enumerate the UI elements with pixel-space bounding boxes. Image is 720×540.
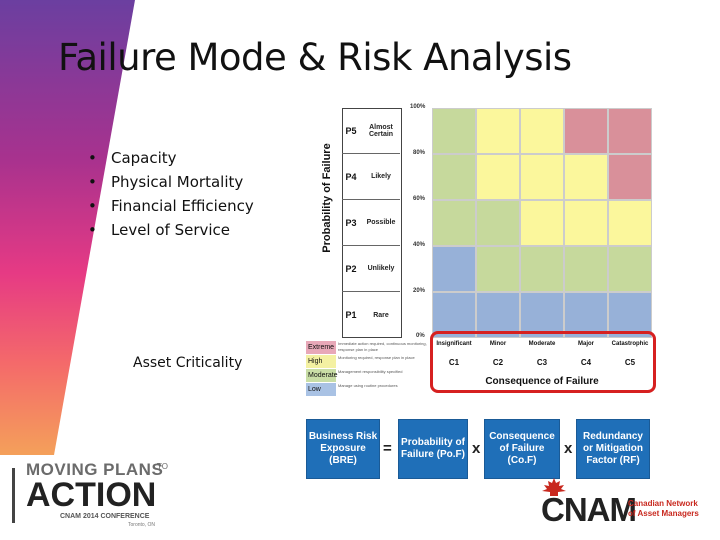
risk-cell-low — [432, 292, 476, 338]
cnam-logo-text: CNAM — [541, 491, 637, 528]
cnam-subtitle-line1: Canadian Network — [628, 499, 698, 508]
risk-cell-moderate — [476, 108, 520, 154]
logo-conference: CNAM 2014 CONFERENCE — [60, 513, 150, 520]
percent-tick: 40% — [413, 242, 426, 248]
asset-criticality-label: Asset Criticality — [133, 355, 243, 371]
risk-cell-low — [520, 292, 564, 338]
cnam-subtitle-line2: of Asset Managers — [628, 509, 699, 518]
risk-scale-desc: Monitoring required, response plan in pl… — [338, 355, 415, 360]
consequence-name: Insignificant — [436, 341, 472, 347]
probability-row-p3: P3 Possible — [342, 200, 400, 246]
risk-cell-extreme — [564, 108, 608, 154]
probability-code: P3 — [345, 217, 357, 228]
formula-rf-box: Redundancy or Mitigation Factor (RF) — [576, 419, 650, 479]
percent-tick: 60% — [413, 196, 426, 202]
consequence-code: C1 — [448, 358, 460, 367]
risk-cell-high — [432, 154, 476, 200]
probability-row-p1: P1 Rare — [342, 292, 400, 338]
risk-cell-extreme — [608, 108, 652, 154]
bullet-physical-mortality: Physical Mortality — [88, 170, 254, 194]
logo-location: Toronto, ON — [128, 522, 155, 528]
formula-cof-box: Consequence of Failure (Co.F) — [484, 419, 560, 479]
consequence-name: Catastrophic — [611, 341, 649, 347]
risk-cell-high — [476, 200, 520, 246]
risk-cell-low — [432, 246, 476, 292]
probability-name: Rare — [373, 311, 389, 319]
slide-title: Failure Mode & Risk Analysis — [58, 36, 572, 79]
risk-scale-desc: Management responsibility specified — [338, 369, 403, 374]
probability-code: P4 — [345, 171, 357, 182]
risk-cell-high — [432, 200, 476, 246]
risk-cell-moderate — [564, 200, 608, 246]
probability-name: Likely — [371, 173, 391, 180]
risk-scale-label: Low — [306, 383, 336, 396]
logo-to: TO — [157, 462, 168, 471]
risk-cell-high — [520, 246, 564, 292]
maple-leaf-icon — [542, 478, 566, 496]
percent-tick: 0% — [416, 333, 425, 339]
risk-scale-desc: Manage using routine procedures — [338, 383, 398, 388]
percent-tick: 20% — [413, 288, 426, 294]
risk-scale-low: Low Manage using routine procedures — [306, 383, 428, 396]
risk-cell-moderate — [608, 200, 652, 246]
probability-row-p5: P5 Almost Certain — [342, 108, 400, 154]
logo-action: ACTION — [26, 476, 157, 514]
consequence-name: Minor — [489, 341, 507, 347]
probability-name: Possible — [366, 219, 396, 226]
risk-cell-low — [476, 292, 520, 338]
risk-scale-moderate: Moderate Management responsibility speci… — [306, 369, 428, 382]
risk-cell-high — [432, 108, 476, 154]
consequence-name: Major — [577, 341, 594, 347]
probability-code: P2 — [345, 263, 357, 274]
probability-code: P5 — [345, 125, 357, 136]
probability-row-p4: P4 Likely — [342, 154, 400, 200]
consequence-highlight-box — [430, 331, 656, 393]
formula-bre-box: Business Risk Exposure (BRE) — [306, 419, 380, 479]
risk-cell-low — [564, 292, 608, 338]
multiply-sign: x — [472, 440, 481, 457]
risk-matrix-grid — [432, 108, 652, 338]
bullet-level-of-service: Level of Service — [88, 218, 254, 242]
consequence-code: C5 — [624, 358, 636, 367]
risk-scale-extreme: Extreme Immediate action required, conti… — [306, 341, 428, 354]
formula-pof-box: Probability of Failure (Po.F) — [398, 419, 468, 479]
equals-sign: = — [383, 440, 392, 457]
bullet-financial-efficiency: Financial Efficiency — [88, 194, 254, 218]
probability-axis-label: Probability of Failure — [321, 143, 333, 253]
risk-cell-moderate — [520, 108, 564, 154]
consequence-code: C2 — [492, 358, 504, 367]
risk-cell-moderate — [476, 154, 520, 200]
risk-cell-high — [608, 246, 652, 292]
percent-tick: 80% — [413, 150, 426, 156]
consequence-axis-label: Consequence of Failure — [485, 376, 599, 387]
probability-frame — [342, 108, 402, 338]
consequence-name: Moderate — [528, 341, 556, 347]
risk-scale-desc: Immediate action required, continuous mo… — [338, 341, 427, 352]
consequence-code: C3 — [536, 358, 548, 367]
risk-scale-label: Extreme — [306, 341, 336, 354]
risk-cell-high — [564, 246, 608, 292]
risk-cell-low — [608, 292, 652, 338]
probability-row-p2: P2 Unlikely — [342, 246, 400, 292]
risk-cell-extreme — [608, 154, 652, 200]
probability-name: Unlikely — [367, 265, 395, 272]
cnam-subtitle: Canadian Network of Asset Managers — [628, 499, 699, 519]
logo-moving-plans: MOVING PLANS — [26, 460, 164, 479]
risk-scale-label: Moderate — [306, 369, 338, 382]
probability-name: Almost Certain — [368, 123, 394, 138]
bullet-capacity: Capacity — [88, 146, 254, 170]
risk-scale-label: High — [306, 355, 336, 368]
risk-cell-moderate — [564, 154, 608, 200]
percent-tick: 100% — [410, 104, 426, 110]
bullet-list: Capacity Physical Mortality Financial Ef… — [88, 146, 254, 242]
logo-bar — [12, 468, 15, 523]
consequence-code: C4 — [580, 358, 592, 367]
risk-cell-moderate — [520, 154, 564, 200]
multiply-sign: x — [564, 440, 573, 457]
risk-scale-high: High Monitoring required, response plan … — [306, 355, 428, 368]
probability-code: P1 — [345, 310, 357, 320]
risk-cell-high — [476, 246, 520, 292]
risk-cell-moderate — [520, 200, 564, 246]
